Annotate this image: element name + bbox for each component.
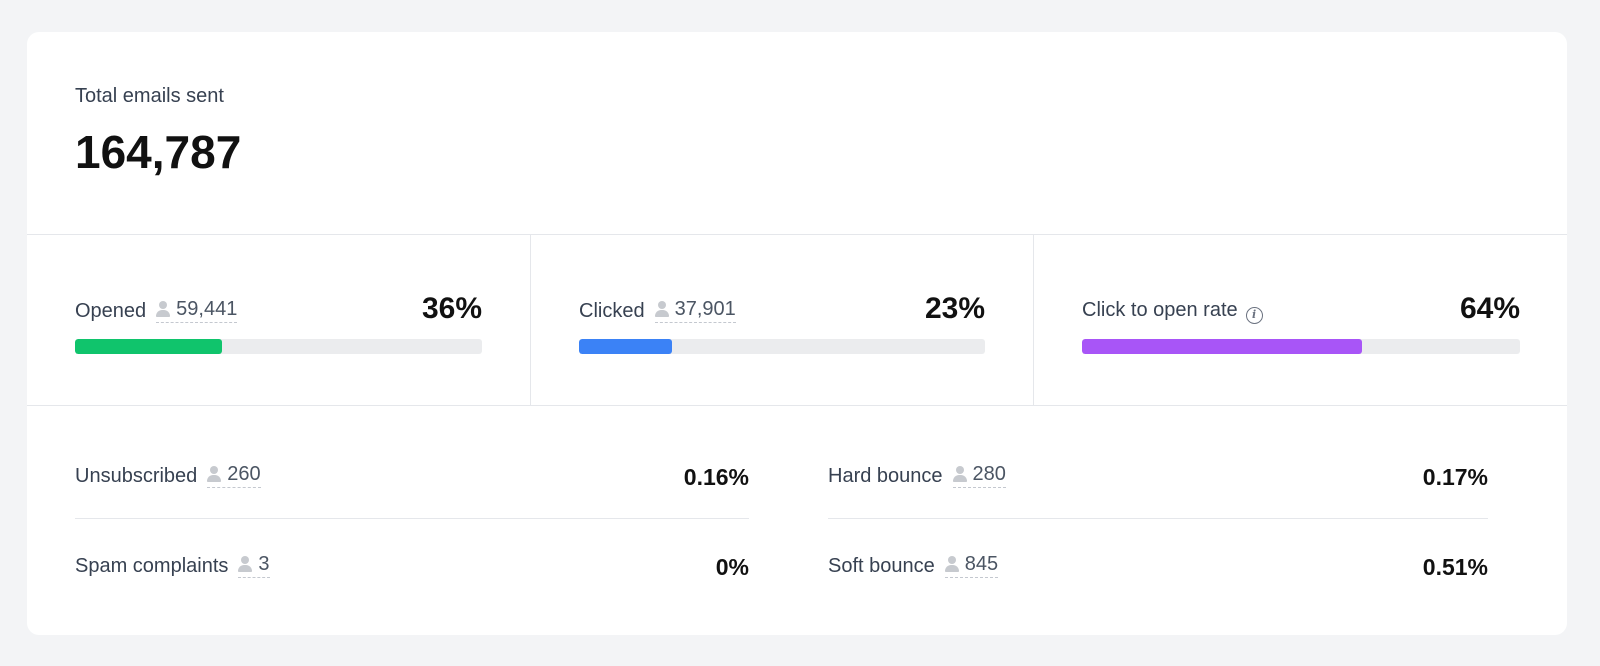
unsubscribed-percent: 0.16% <box>683 464 749 490</box>
clicked-percent: 23% <box>924 292 985 325</box>
clicked-count-link[interactable]: 37,901 <box>654 297 736 323</box>
stats-column-right: Hard bounce 280 0.17% Soft bounce 845 0.51… <box>828 406 1488 609</box>
person-icon <box>952 466 967 482</box>
stat-soft-bounce: Soft bounce 845 0.51% <box>828 519 1488 609</box>
unsubscribed-count-link[interactable]: 260 <box>207 462 261 488</box>
clicked-count: 37,901 <box>674 298 736 320</box>
opened-count: 59,441 <box>176 298 238 320</box>
hard-bounce-label: Hard bounce <box>828 465 943 487</box>
person-icon <box>944 556 959 572</box>
click-to-open-progress-bar <box>1082 339 1520 354</box>
click-to-open-progress-fill <box>1082 339 1363 354</box>
spam-percent: 0% <box>715 554 749 580</box>
soft-bounce-label: Soft bounce <box>828 555 935 577</box>
negative-stats: Unsubscribed 260 0.16% Spam complaints 3 0… <box>27 406 1567 634</box>
spam-count: 3 <box>258 553 270 575</box>
opened-count-link[interactable]: 59,441 <box>156 297 238 323</box>
soft-bounce-percent: 0.51% <box>1422 554 1488 580</box>
click-to-open-percent: 64% <box>1459 292 1520 325</box>
opened-percent: 36% <box>421 292 482 325</box>
metric-clicked-label: Clicked <box>579 300 645 322</box>
hard-bounce-count-link[interactable]: 280 <box>952 462 1006 488</box>
stat-unsubscribed: Unsubscribed 260 0.16% <box>75 406 749 519</box>
soft-bounce-count-link[interactable]: 845 <box>944 552 999 578</box>
total-emails-value: 164,787 <box>75 126 242 178</box>
person-icon <box>207 466 222 482</box>
total-emails-label: Total emails sent <box>75 85 224 107</box>
metric-clicked: Clicked 37,901 23% <box>531 235 1034 405</box>
unsubscribed-count: 260 <box>227 463 261 485</box>
metric-click-to-open-label: Click to open rate <box>1082 299 1238 321</box>
metric-click-to-open: Click to open rate i 64% <box>1034 235 1567 405</box>
engagement-metrics: Opened 59,441 36% Clicked 37,901 23% <box>27 235 1567 406</box>
opened-progress-fill <box>75 339 222 354</box>
metric-opened: Opened 59,441 36% <box>27 235 531 405</box>
person-icon <box>238 556 253 572</box>
hard-bounce-count: 280 <box>972 463 1006 485</box>
unsubscribed-label: Unsubscribed <box>75 465 198 487</box>
stats-column-left: Unsubscribed 260 0.16% Spam complaints 3 0… <box>75 406 749 609</box>
stat-hard-bounce: Hard bounce 280 0.17% <box>828 406 1488 519</box>
info-icon[interactable]: i <box>1245 306 1263 324</box>
opened-progress-bar <box>75 339 482 354</box>
hard-bounce-percent: 0.17% <box>1422 464 1488 490</box>
metric-opened-label: Opened <box>75 300 147 322</box>
spam-count-link[interactable]: 3 <box>238 552 270 578</box>
total-emails-section: Total emails sent 164,787 <box>27 32 1567 235</box>
stat-spam-complaints: Spam complaints 3 0% <box>75 519 749 609</box>
email-stats-card: Total emails sent 164,787 Opened 59,441 3… <box>27 32 1567 635</box>
spam-label: Spam complaints <box>75 555 229 577</box>
clicked-progress-bar <box>579 339 985 354</box>
soft-bounce-count: 845 <box>964 553 999 575</box>
clicked-progress-fill <box>579 339 673 354</box>
person-icon <box>156 301 171 317</box>
person-icon <box>654 301 669 317</box>
